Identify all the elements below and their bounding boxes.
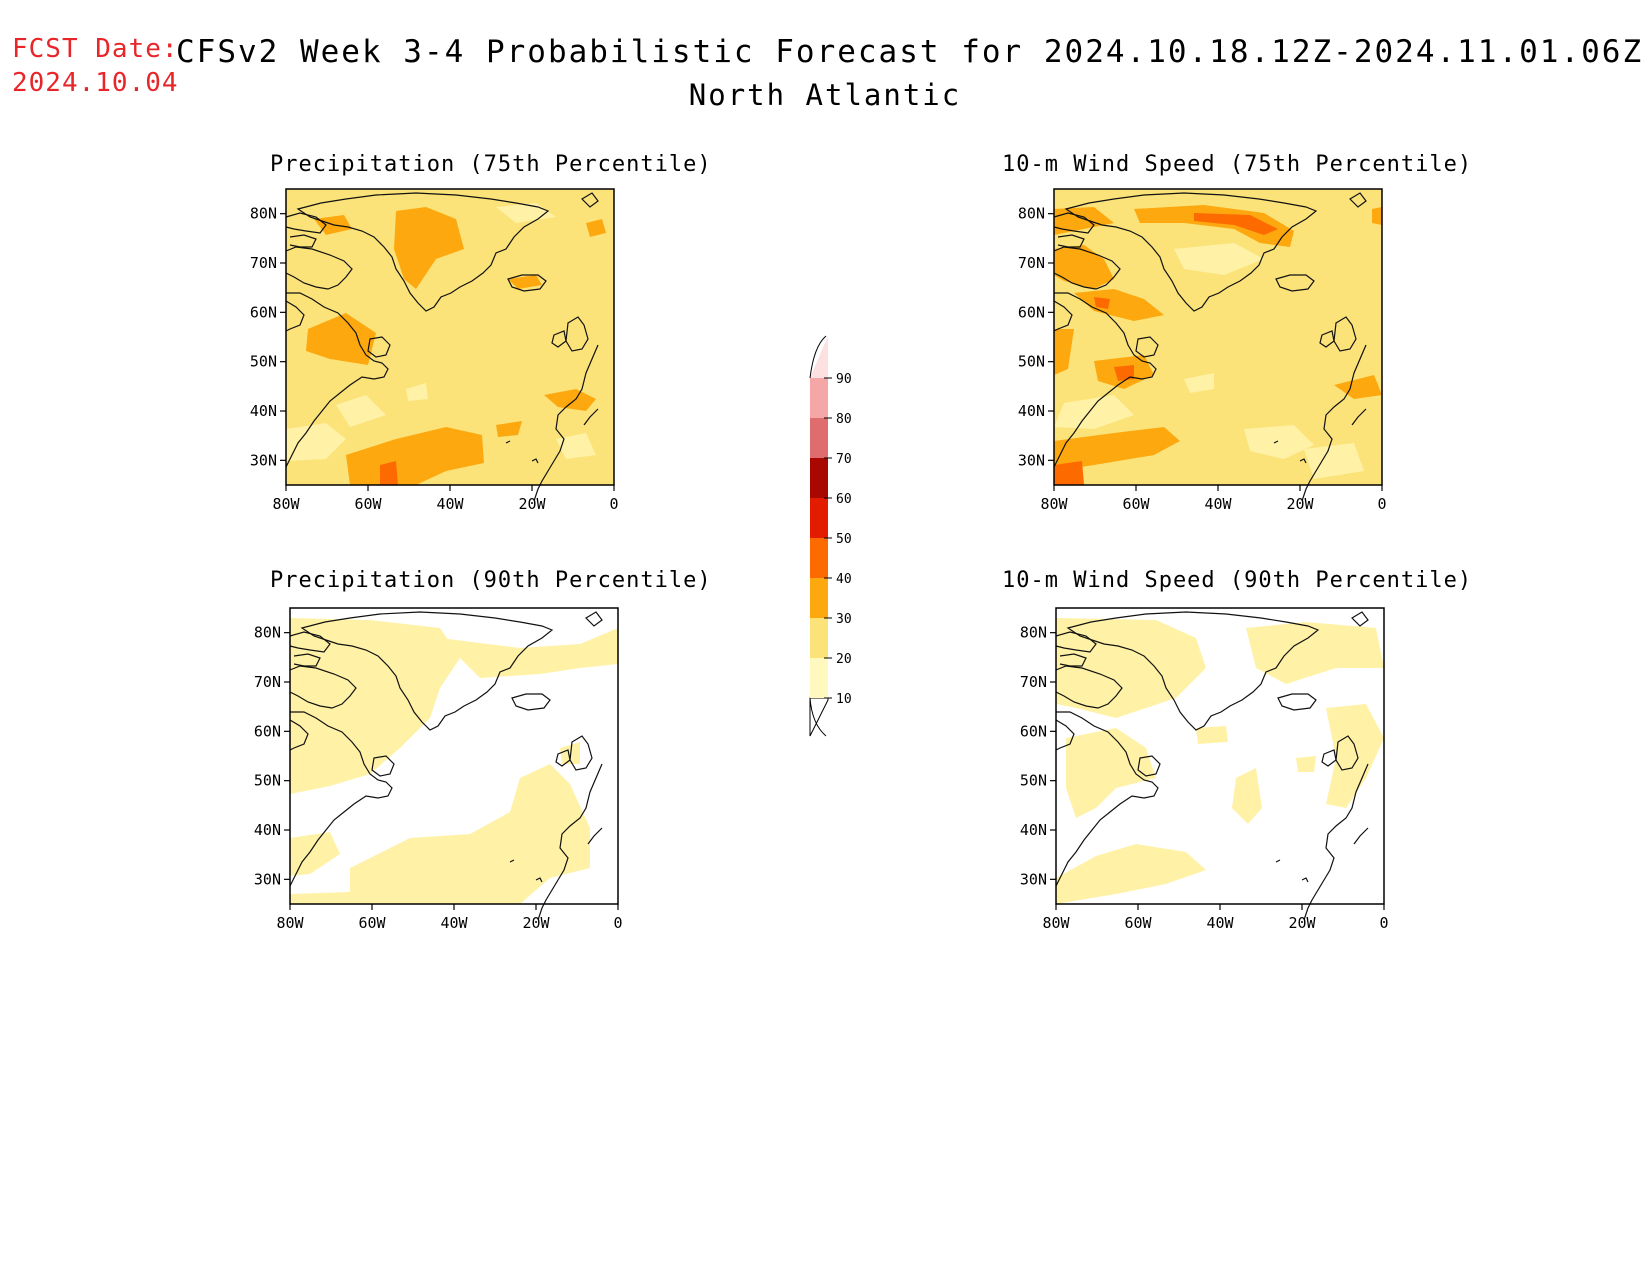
lon-tick-label: 60W: [358, 914, 386, 932]
colorbar-swatch: [810, 658, 828, 698]
lat-tick-label: 40N: [1020, 821, 1047, 839]
panel-title-precip-75: Precipitation (75th Percentile): [270, 152, 712, 177]
colorbar-lower-edge: [809, 697, 827, 737]
lat-tick-label: 60N: [250, 303, 277, 321]
lon-tick-label: 20W: [1286, 495, 1314, 513]
colorbar-label: 90: [836, 372, 852, 387]
lat-tick-label: 70N: [1018, 254, 1045, 272]
page-title: CFSv2 Week 3-4 Probabilistic Forecast fo…: [176, 34, 1644, 70]
forecast-date-label: FCST Date:: [12, 34, 179, 64]
lat-tick-label: 50N: [1020, 772, 1047, 790]
map-panel-wind-90: [1055, 607, 1385, 921]
lon-tick-label: 80W: [1040, 495, 1068, 513]
lon-tick-label: 40W: [436, 495, 464, 513]
lon-tick-label: 0: [1377, 495, 1386, 513]
lat-tick-label: 70N: [254, 673, 281, 691]
colorbar-upper-extension: [810, 336, 828, 378]
panel-title-precip-90: Precipitation (90th Percentile): [270, 568, 712, 593]
colorbar-label: 50: [836, 532, 852, 547]
lon-tick-label: 0: [1379, 914, 1388, 932]
colorbar-swatch: [810, 538, 828, 578]
colorbar: 10 20 30 40 50 60 70 80 90: [809, 335, 852, 737]
colorbar-label: 60: [836, 492, 852, 507]
lon-tick-label: 80W: [276, 914, 304, 932]
panel-title-wind-90: 10-m Wind Speed (90th Percentile): [1002, 568, 1473, 593]
lon-tick-label: 20W: [518, 495, 546, 513]
map-panel-precip-90: [289, 607, 619, 921]
lon-tick-label: 40W: [1206, 914, 1234, 932]
lat-tick-label: 30N: [1018, 451, 1045, 469]
lon-tick-label: 0: [613, 914, 622, 932]
lon-tick-label: 40W: [440, 914, 468, 932]
lat-tick-label: 80N: [1020, 624, 1047, 642]
lon-tick-label: 60W: [1124, 914, 1152, 932]
lat-tick-label: 50N: [250, 353, 277, 371]
forecast-date-value: 2024.10.04: [12, 68, 179, 98]
lat-tick-label: 80N: [254, 624, 281, 642]
colorbar-upper-edge: [809, 335, 827, 379]
lat-tick-label: 60N: [254, 722, 281, 740]
colorbar-swatch: [810, 378, 828, 418]
lon-tick-label: 0: [609, 495, 618, 513]
colorbar-label: 40: [836, 572, 852, 587]
lat-tick-label: 40N: [250, 402, 277, 420]
lat-tick-label: 70N: [1020, 673, 1047, 691]
lat-tick-label: 50N: [1018, 353, 1045, 371]
colorbar-label: 80: [836, 412, 852, 427]
region-title: North Atlantic: [688, 78, 962, 112]
colorbar-swatch: [810, 418, 828, 458]
colorbar-swatch: [810, 618, 828, 658]
lat-tick-label: 50N: [254, 772, 281, 790]
lat-tick-label: 60N: [1020, 722, 1047, 740]
colorbar-label: 70: [836, 452, 852, 467]
lon-tick-label: 60W: [1122, 495, 1150, 513]
lon-tick-label: 20W: [522, 914, 550, 932]
lon-tick-label: 60W: [354, 495, 382, 513]
lon-tick-label: 80W: [272, 495, 300, 513]
lat-tick-label: 60N: [1018, 303, 1045, 321]
lat-tick-label: 70N: [250, 254, 277, 272]
colorbar-swatch: [810, 498, 828, 538]
lat-tick-label: 40N: [1018, 402, 1045, 420]
colorbar-label: 20: [836, 652, 852, 667]
lon-tick-label: 40W: [1204, 495, 1232, 513]
map-panel-wind-75: [1053, 188, 1383, 502]
map-panel-precip-75: [285, 188, 615, 502]
colorbar-label: 30: [836, 612, 852, 627]
lat-tick-label: 30N: [250, 451, 277, 469]
lat-tick-label: 40N: [254, 821, 281, 839]
colorbar-swatch: [810, 458, 828, 498]
panel-title-wind-75: 10-m Wind Speed (75th Percentile): [1002, 152, 1473, 177]
lat-tick-label: 30N: [1020, 870, 1047, 888]
lon-tick-label: 20W: [1288, 914, 1316, 932]
colorbar-lower-extension: [809, 697, 829, 737]
lat-tick-label: 80N: [1018, 205, 1045, 223]
lon-tick-label: 80W: [1042, 914, 1070, 932]
lat-tick-label: 30N: [254, 870, 281, 888]
colorbar-label: 10: [836, 692, 852, 707]
colorbar-swatch: [810, 578, 828, 618]
lat-tick-label: 80N: [250, 205, 277, 223]
